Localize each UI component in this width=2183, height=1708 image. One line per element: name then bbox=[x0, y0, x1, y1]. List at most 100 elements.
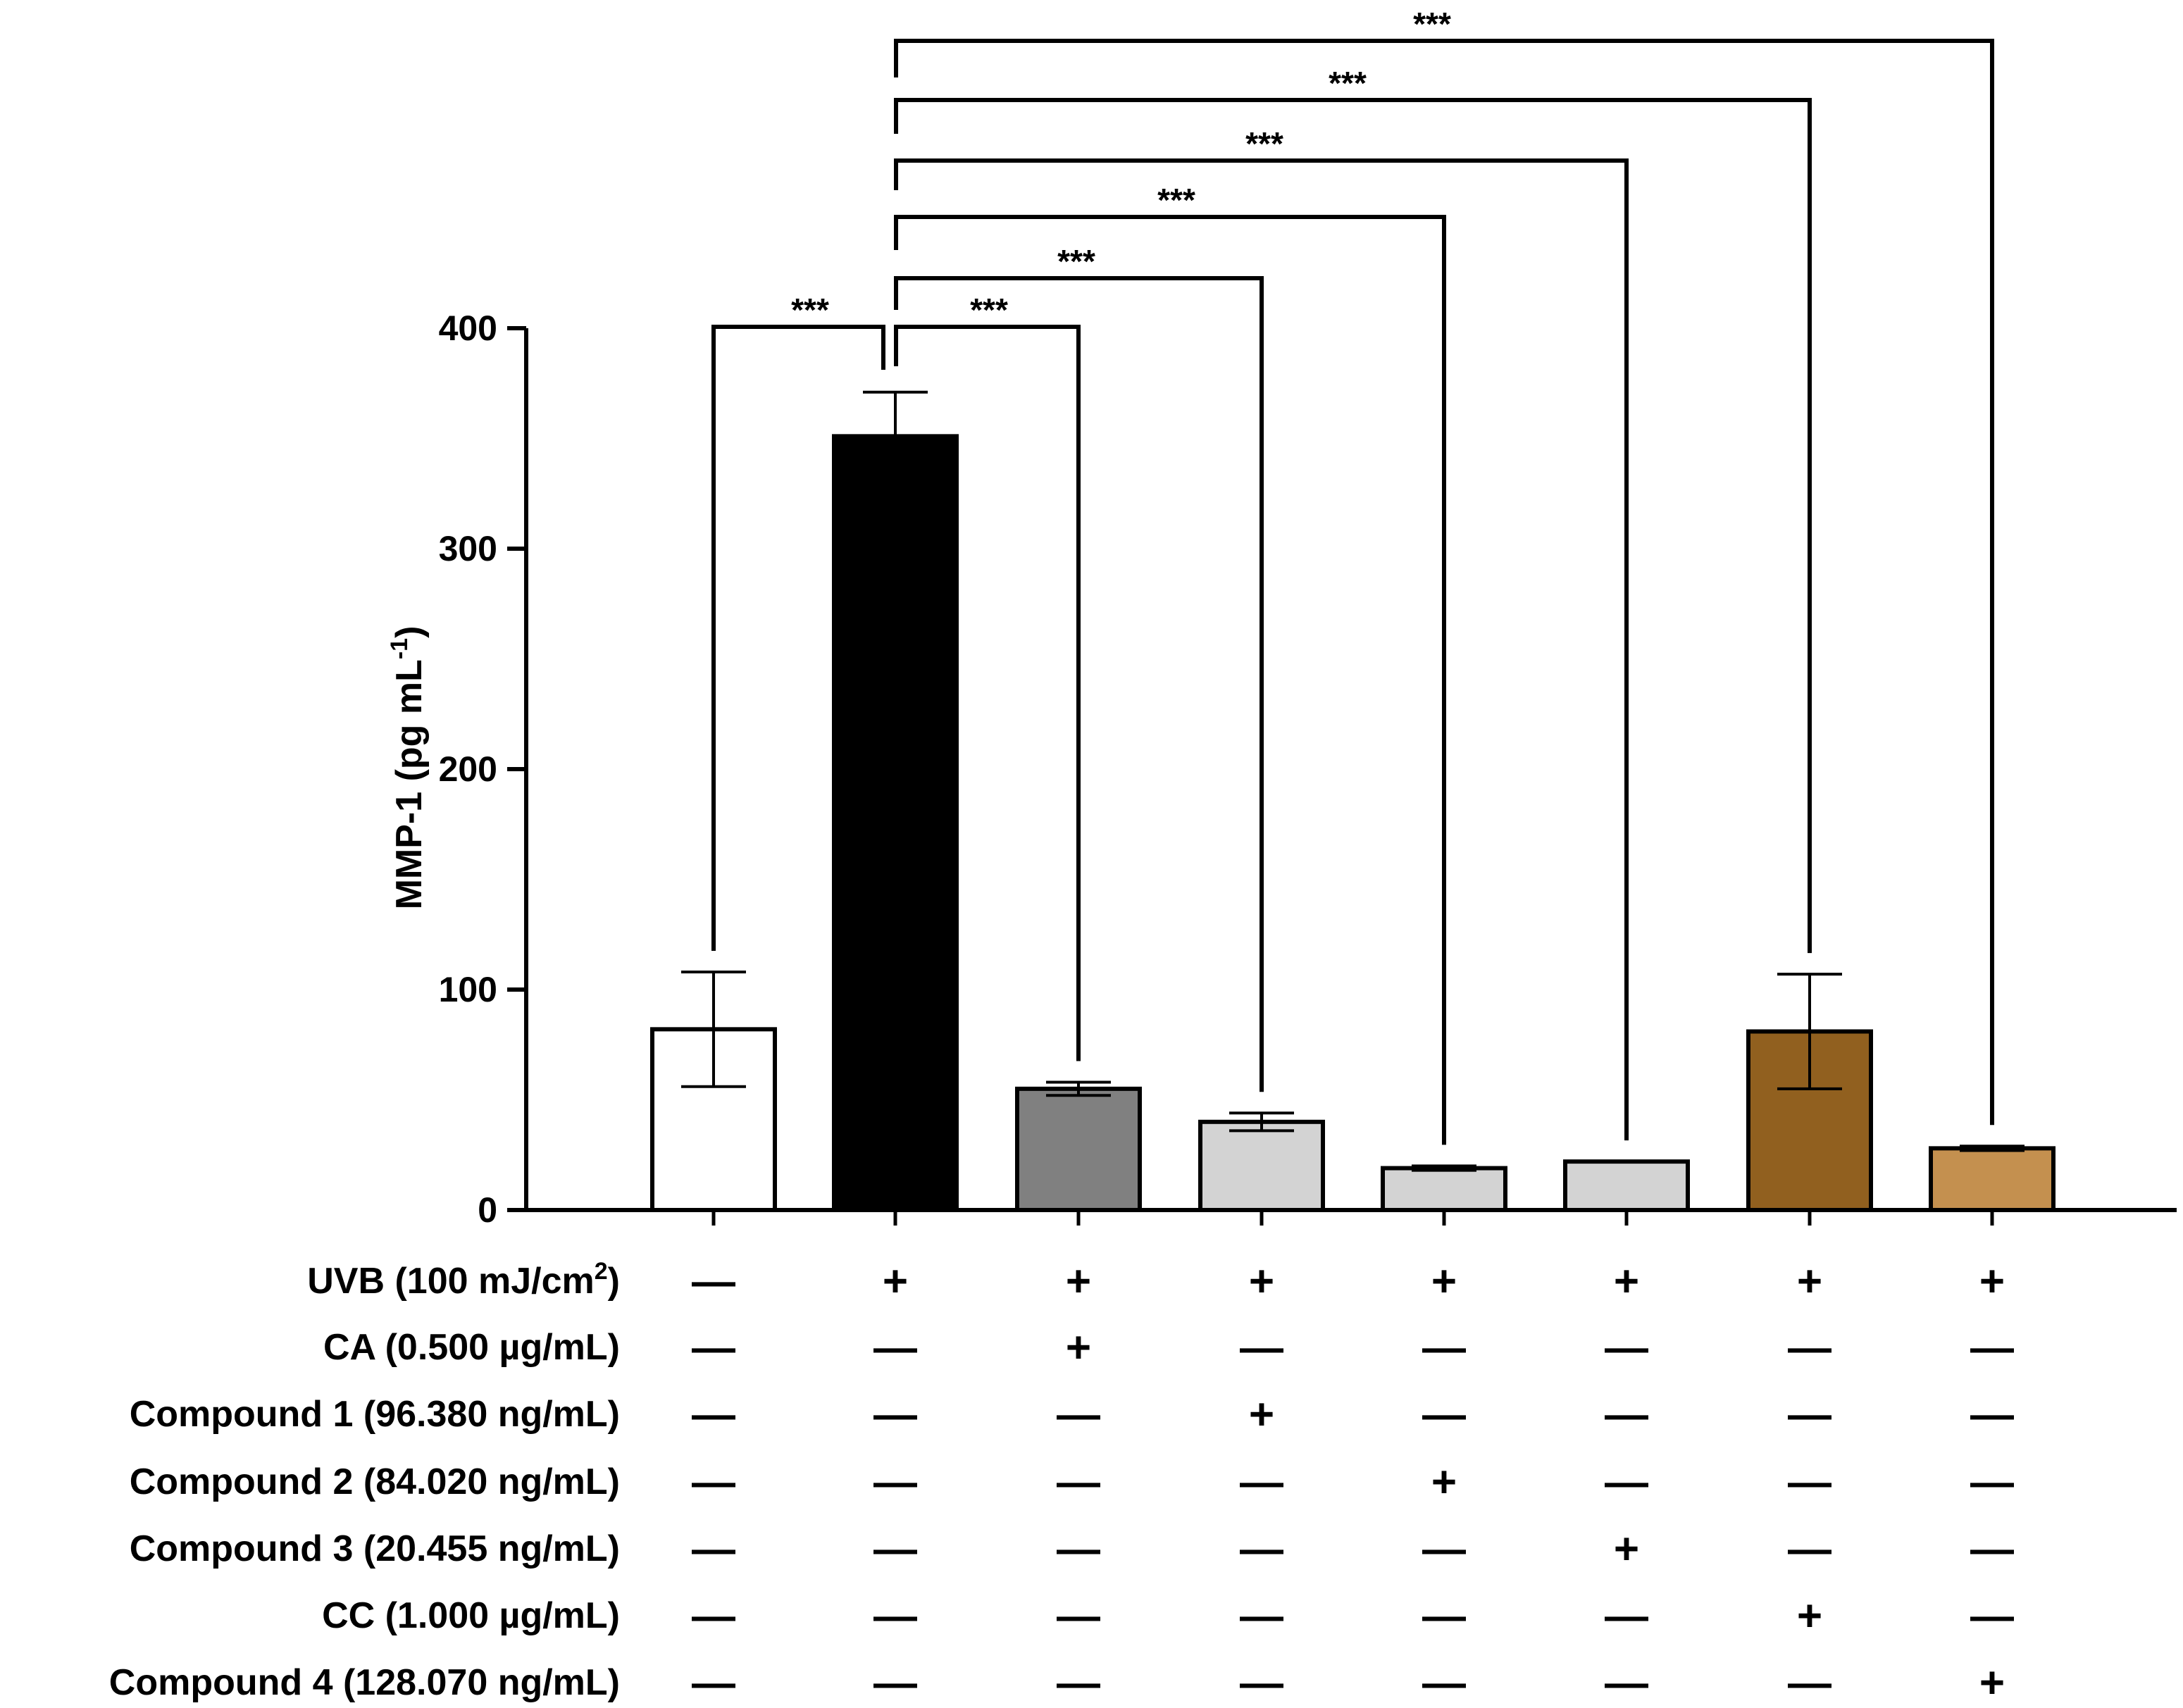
significance-bracket-1: *** bbox=[894, 292, 1081, 1061]
treatment-sign-1-3: — bbox=[1240, 1323, 1283, 1372]
treatment-sign-3-1: — bbox=[873, 1458, 917, 1507]
treatment-sign-5-0: — bbox=[692, 1592, 735, 1640]
error-bars bbox=[681, 390, 2025, 1172]
treatment-label-6: Compound 4 (128.070 ng/mL) bbox=[109, 1662, 620, 1703]
error-bar-4 bbox=[1412, 1164, 1476, 1172]
error-bar-2 bbox=[1046, 1080, 1111, 1097]
treatment-sign-0-7: + bbox=[1979, 1257, 2005, 1306]
treatment-sign-6-3: — bbox=[1240, 1659, 1283, 1707]
significance-brackets: *** *** *** *** *** *** *** bbox=[711, 6, 1994, 1145]
y-tick-label-400: 400 bbox=[439, 308, 497, 348]
treatment-sign-3-7: — bbox=[1970, 1458, 2014, 1507]
treatment-sign-5-1: — bbox=[873, 1592, 917, 1640]
treatment-sign-2-0: — bbox=[692, 1390, 735, 1439]
treatment-row-6: Compound 4 (128.070 ng/mL) — — — — — — — + bbox=[109, 1659, 2005, 1707]
treatment-sign-5-2: — bbox=[1057, 1592, 1100, 1640]
y-tick-label-0: 0 bbox=[478, 1190, 497, 1230]
error-bar-3 bbox=[1229, 1111, 1294, 1133]
treatment-sign-6-6: — bbox=[1788, 1659, 1831, 1707]
treatment-sign-0-0: — bbox=[692, 1257, 735, 1306]
bar-7 bbox=[1929, 1146, 2055, 1212]
treatment-sign-3-5: — bbox=[1605, 1458, 1648, 1507]
bar-5 bbox=[1563, 1159, 1690, 1213]
bar-2 bbox=[1015, 1086, 1142, 1212]
treatment-label-3: Compound 2 (84.020 ng/mL) bbox=[130, 1461, 620, 1502]
significance-label-5: *** bbox=[1329, 65, 1367, 101]
treatment-sign-3-3: — bbox=[1240, 1458, 1283, 1507]
treatment-sign-0-6: + bbox=[1797, 1257, 1822, 1306]
treatment-row-4: Compound 3 (20.455 ng/mL) — — — — — + — — bbox=[130, 1525, 2014, 1573]
treatment-sign-0-2: + bbox=[1066, 1257, 1091, 1306]
treatment-row-0: UVB (100 mJ/cm2) — + + + + + + + bbox=[307, 1257, 2005, 1306]
treatment-sign-6-2: — bbox=[1057, 1659, 1100, 1707]
treatment-sign-4-6: — bbox=[1788, 1525, 1831, 1573]
treatment-sign-6-0: — bbox=[692, 1659, 735, 1707]
treatment-sign-5-6: + bbox=[1797, 1592, 1822, 1640]
significance-bracket-6: *** bbox=[894, 6, 1994, 1126]
treatment-sign-2-3: + bbox=[1249, 1390, 1274, 1439]
error-bar-1 bbox=[863, 390, 928, 482]
significance-bracket-5: *** bbox=[894, 65, 1812, 954]
error-bar-7 bbox=[1960, 1145, 2025, 1152]
significance-label-1: *** bbox=[970, 292, 1008, 328]
significance-bracket-4: *** bbox=[894, 125, 1629, 1141]
treatment-sign-4-5: + bbox=[1614, 1525, 1639, 1573]
treatment-sign-3-0: — bbox=[692, 1458, 735, 1507]
significance-label-3: *** bbox=[1157, 182, 1195, 218]
significance-bracket-2: *** bbox=[894, 243, 1264, 1092]
treatment-sign-3-2: — bbox=[1057, 1458, 1100, 1507]
treatment-sign-1-5: — bbox=[1605, 1323, 1648, 1372]
treatment-row-3: Compound 2 (84.020 ng/mL) — — — — + — — — bbox=[130, 1458, 2014, 1507]
treatment-sign-5-5: — bbox=[1605, 1592, 1648, 1640]
bars bbox=[650, 434, 2055, 1213]
treatment-sign-4-1: — bbox=[873, 1525, 917, 1573]
error-bar-0 bbox=[681, 970, 746, 1088]
treatment-sign-4-7: — bbox=[1970, 1525, 2014, 1573]
treatment-sign-1-1: — bbox=[873, 1323, 917, 1372]
treatment-label-2: Compound 1 (96.380 ng/mL) bbox=[130, 1394, 620, 1435]
bar-4 bbox=[1381, 1166, 1507, 1213]
y-tick-label-200: 200 bbox=[439, 749, 497, 789]
error-bar-6 bbox=[1777, 973, 1842, 1090]
treatment-label-1: CA (0.500 µg/mL) bbox=[323, 1327, 620, 1368]
treatment-row-2: Compound 1 (96.380 ng/mL) — — — + — — — — bbox=[130, 1390, 2014, 1439]
treatment-sign-1-4: — bbox=[1422, 1323, 1466, 1372]
treatment-label-0: UVB (100 mJ/cm2) bbox=[307, 1258, 620, 1302]
y-ticks: 0 100 200 300 400 bbox=[439, 308, 1994, 1230]
treatment-row-5: CC (1.000 µg/mL) — — — — — — + — bbox=[322, 1592, 2014, 1640]
treatment-table: UVB (100 mJ/cm2) — + + + + + + + CA (0.500 µg/mL)… bbox=[109, 1257, 2014, 1707]
significance-label-6: *** bbox=[1413, 6, 1451, 42]
treatment-sign-2-7: — bbox=[1970, 1390, 2014, 1439]
treatment-sign-1-7: — bbox=[1970, 1323, 2014, 1372]
treatment-sign-2-4: — bbox=[1422, 1390, 1466, 1439]
treatment-sign-4-0: — bbox=[692, 1525, 735, 1573]
significance-label-0: *** bbox=[791, 292, 829, 328]
treatment-sign-2-5: — bbox=[1605, 1390, 1648, 1439]
treatment-row-1: CA (0.500 µg/mL) — — + — — — — — bbox=[323, 1323, 2014, 1372]
treatment-sign-4-4: — bbox=[1422, 1525, 1466, 1573]
y-tick-label-300: 300 bbox=[439, 529, 497, 568]
treatment-sign-5-4: — bbox=[1422, 1592, 1466, 1640]
bar-3 bbox=[1198, 1119, 1325, 1213]
significance-label-4: *** bbox=[1245, 125, 1283, 162]
treatment-sign-0-3: + bbox=[1249, 1257, 1274, 1306]
significance-bracket-3: *** bbox=[894, 182, 1446, 1145]
significance-bracket-0: *** bbox=[711, 292, 885, 951]
treatment-sign-4-2: — bbox=[1057, 1525, 1100, 1573]
treatment-sign-5-3: — bbox=[1240, 1592, 1283, 1640]
bar-1 bbox=[832, 434, 959, 1212]
treatment-sign-1-6: — bbox=[1788, 1323, 1831, 1372]
treatment-sign-0-1: + bbox=[883, 1257, 908, 1306]
treatment-label-4: Compound 3 (20.455 ng/mL) bbox=[130, 1528, 620, 1569]
treatment-sign-0-4: + bbox=[1431, 1257, 1457, 1306]
treatment-sign-6-1: — bbox=[873, 1659, 917, 1707]
treatment-label-5: CC (1.000 µg/mL) bbox=[322, 1595, 620, 1636]
treatment-sign-2-2: — bbox=[1057, 1390, 1100, 1439]
treatment-sign-4-3: — bbox=[1240, 1525, 1283, 1573]
treatment-sign-3-4: + bbox=[1431, 1458, 1457, 1507]
treatment-sign-5-7: — bbox=[1970, 1592, 2014, 1640]
y-tick-label-100: 100 bbox=[439, 970, 497, 1009]
treatment-sign-2-1: — bbox=[873, 1390, 917, 1439]
treatment-sign-1-0: — bbox=[692, 1323, 735, 1372]
